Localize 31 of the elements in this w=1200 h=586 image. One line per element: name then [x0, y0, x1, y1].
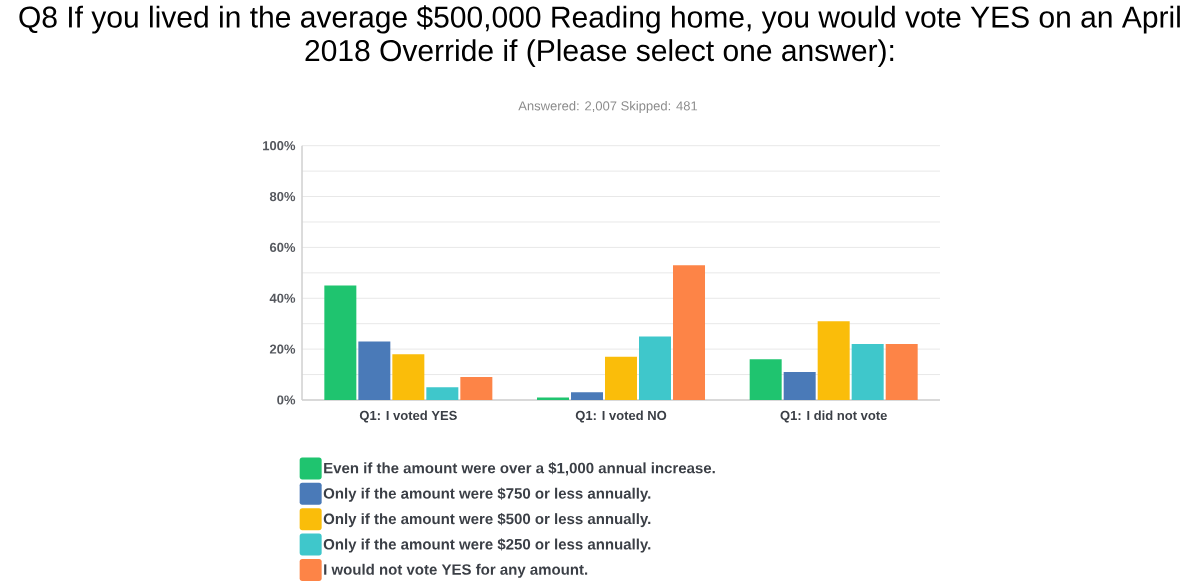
- legend-label: I would not vote YES for any amount.: [324, 563, 588, 578]
- bar: [392, 354, 425, 400]
- bar: [749, 359, 782, 400]
- bar: [571, 392, 604, 400]
- y-tick-label: 0%: [277, 395, 296, 405]
- bar: [605, 356, 638, 400]
- legend-label: Only if the amount were $500 or less annually.: [323, 512, 651, 528]
- chart-title: Q8 If you lived in the average $500,000 Reading home, you would vote YES on an April 2018 Override if (Please select one answer):: [19, 5, 1180, 68]
- bar: [460, 377, 493, 400]
- bar: [426, 387, 459, 400]
- legend-label: Even if the amount were over a $1,000 annual increase.: [324, 462, 715, 476]
- bar: [817, 321, 850, 400]
- bar: [783, 372, 816, 400]
- chart-subtitle: Answered: 2,007 Skipped: 481: [518, 100, 698, 114]
- y-tick-label: 100%: [263, 141, 296, 151]
- x-tick-label: Q1: I voted NO: [575, 410, 667, 423]
- bar: [324, 285, 357, 400]
- x-tick-label: Q1: I voted YES: [359, 410, 457, 423]
- legend-label: Only if the amount were $750 or less annually.: [323, 487, 651, 502]
- y-tick-label: 40%: [269, 293, 296, 303]
- bar: [639, 336, 672, 400]
- x-tick-label: Q1: I did not vote: [780, 410, 887, 423]
- bar: [537, 397, 570, 400]
- bar: [885, 344, 918, 400]
- legend-label: Only if the amount were $250 or less annually.: [323, 538, 651, 553]
- bar: [358, 341, 391, 400]
- y-tick-label: 60%: [269, 242, 296, 253]
- bar: [673, 265, 706, 400]
- y-tick-label: 20%: [269, 344, 296, 354]
- y-tick-label: 80%: [269, 191, 296, 202]
- bar: [851, 344, 884, 400]
